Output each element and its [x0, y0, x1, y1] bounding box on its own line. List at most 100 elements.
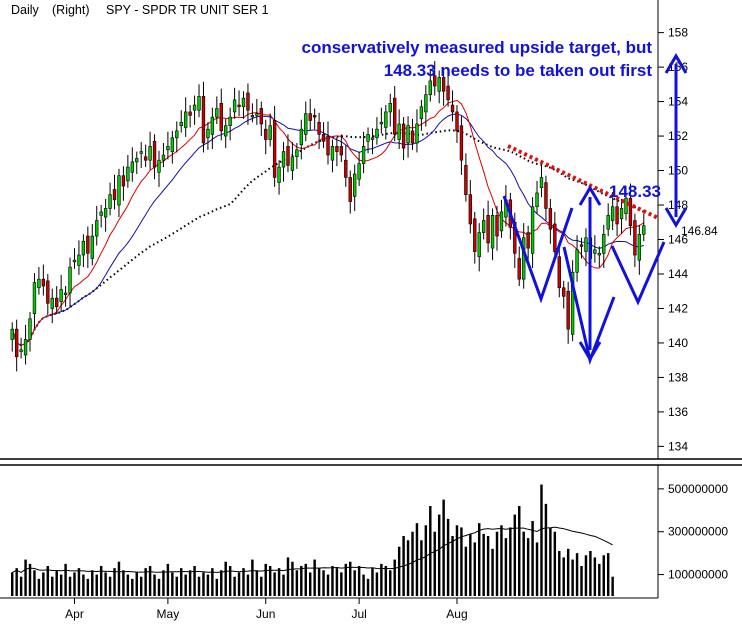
volume-bar	[322, 570, 325, 596]
candle-body-up	[388, 103, 392, 113]
price-tick-label: 148	[668, 198, 688, 212]
candle-body-up	[148, 146, 152, 161]
volume-bar	[460, 527, 463, 596]
volume-bar	[148, 566, 152, 596]
candle-body-up	[490, 215, 495, 249]
volume-bar	[486, 536, 490, 596]
candle-body-up	[161, 154, 166, 161]
volume-bar	[286, 557, 290, 596]
target-arrow-up-icon	[664, 53, 688, 74]
volume-bar	[153, 574, 156, 596]
volume-bar	[184, 574, 187, 596]
volume-bar	[606, 553, 610, 596]
volume-bar	[46, 566, 50, 596]
candle-body-down	[46, 280, 50, 304]
candle-body-up	[281, 151, 286, 168]
volume-bar	[518, 506, 521, 596]
volume-bar	[95, 574, 98, 596]
volume-bar	[166, 563, 170, 596]
volume-bar	[220, 570, 223, 596]
candle-body-up	[361, 146, 366, 164]
candle-body-up	[81, 240, 86, 256]
volume-bar	[389, 570, 392, 596]
candle-body-up	[530, 206, 535, 254]
candle-body-up	[379, 121, 384, 125]
volume-bar	[64, 563, 67, 596]
volume-bar	[246, 574, 250, 596]
candle-body-up	[357, 163, 361, 180]
candle-body-up	[192, 104, 197, 111]
candle-body-up	[384, 111, 388, 128]
candle-body-down	[86, 235, 90, 254]
volume-bar	[260, 576, 263, 596]
candle-body-down	[526, 232, 530, 249]
volume-bar	[446, 518, 450, 596]
candle-body-up	[32, 282, 37, 314]
annotation-line-2: 148.33 needs to be taken out first	[384, 61, 653, 80]
candle-body-down	[335, 146, 339, 152]
volume-bar	[33, 570, 36, 596]
price-tick-label: 152	[668, 129, 688, 143]
price-tick-label: 146	[668, 233, 688, 247]
candle-body-down	[237, 104, 241, 108]
head-measure-arrow-down-icon	[578, 341, 602, 362]
last-price-label: 146.84	[681, 224, 718, 238]
candle-body-up	[179, 121, 183, 127]
time-tick-label: Jun	[256, 607, 275, 621]
volume-bar	[455, 525, 459, 596]
volume-bar	[362, 574, 365, 596]
volume-bar	[317, 568, 321, 596]
candle-body-up	[624, 197, 628, 214]
volume-bar	[228, 566, 232, 596]
volume-bar	[273, 572, 276, 596]
volume-series	[11, 484, 614, 596]
candle-body-up	[77, 254, 81, 266]
volume-bar	[139, 576, 143, 596]
volume-bar	[282, 574, 285, 596]
candle-body-down	[393, 97, 397, 135]
volume-bar	[175, 576, 179, 596]
candle-body-down	[272, 120, 277, 178]
time-tick-label: May	[157, 607, 180, 621]
candle-body-down	[410, 130, 415, 144]
candle-body-down	[544, 182, 548, 209]
volume-bar	[264, 563, 267, 596]
candle-body-down	[548, 208, 553, 230]
volume-bar	[371, 568, 374, 596]
candle-body-up	[610, 206, 615, 221]
volume-bar	[42, 572, 45, 596]
volume-bar	[611, 576, 614, 596]
candle-body-up	[215, 108, 219, 118]
candle-body-up	[241, 97, 246, 108]
right-shoulder-v-mark	[610, 241, 666, 306]
volume-bar	[268, 566, 272, 596]
inverse-head-shoulders-marks	[502, 53, 688, 366]
candle-body-up	[130, 161, 134, 173]
price-tick-label: 140	[668, 336, 688, 350]
candle-body-up	[126, 166, 130, 182]
volume-bar	[162, 570, 165, 596]
candle-body-up	[197, 96, 201, 111]
candle-body-up	[250, 115, 255, 118]
candle-body-up	[330, 146, 335, 161]
price-tick-label: 154	[668, 95, 688, 109]
candle-body-down	[553, 223, 557, 252]
candle-body-down	[308, 113, 312, 121]
candle-body-down	[464, 165, 468, 195]
volume-bar	[304, 563, 307, 596]
volume-bar	[437, 514, 441, 596]
candle-body-down	[495, 215, 499, 237]
volume-bar	[242, 568, 245, 596]
candle-body-up	[232, 99, 237, 113]
volume-bar	[77, 568, 81, 596]
candle-body-up	[295, 149, 299, 158]
candle-body-up	[481, 220, 486, 233]
price-tick-label: 144	[668, 267, 688, 281]
volume-bar	[108, 576, 112, 596]
candle-body-down	[326, 135, 330, 156]
volume-bar	[477, 523, 481, 596]
volume-bar	[469, 533, 472, 596]
volume-bar	[575, 553, 579, 596]
volume-bar	[255, 570, 259, 596]
